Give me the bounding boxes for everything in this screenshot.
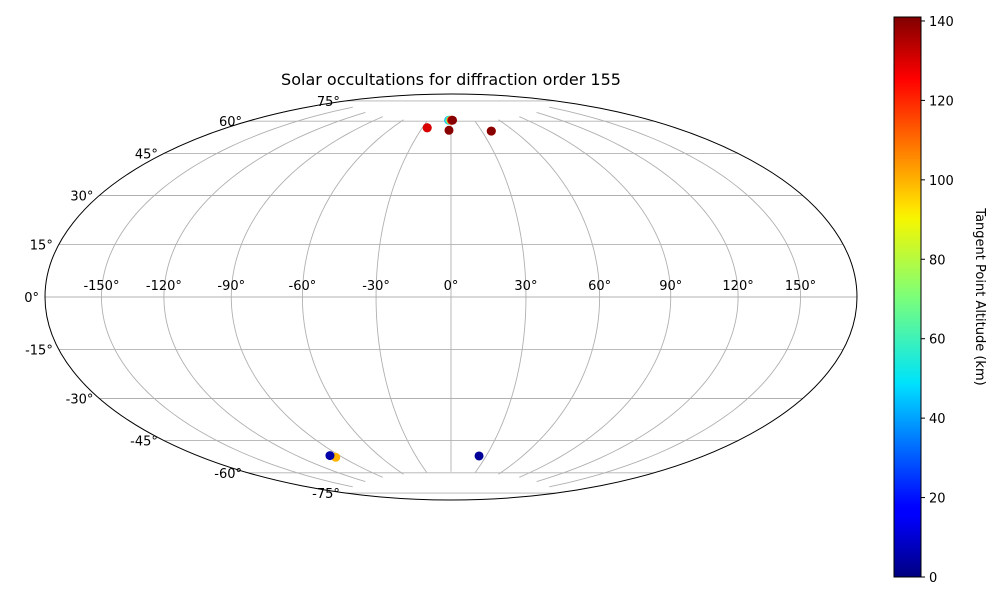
colorbar-label: Tangent Point Altitude (km) [972, 207, 987, 385]
longitude-gridline [101, 106, 353, 488]
colorbar-tick-label: 100 [929, 174, 954, 189]
latitude-tick-label: 60° [219, 115, 242, 130]
longitude-gridline [519, 116, 672, 478]
colorbar-gradient [893, 16, 922, 578]
colorbar-tick-label: 120 [929, 94, 954, 109]
longitude-tick-label: 0° [444, 279, 459, 294]
longitude-tick-label: -60° [289, 279, 317, 294]
longitude-tick-label: -150° [83, 279, 119, 294]
occultation-point [325, 451, 335, 461]
longitude-gridline [536, 112, 739, 482]
occultation-point [474, 451, 484, 461]
colorbar-tick-label: 0 [929, 571, 937, 586]
longitude-tick-labels: -150° -120° -90° -60° -30° 0° 30° 60° 90° 120° 150… [83, 279, 816, 294]
latitude-tick-label: -15° [25, 344, 53, 359]
longitude-gridline [549, 106, 801, 488]
latitude-tick-label: 45° [135, 147, 158, 162]
latitude-tick-label: -75° [312, 487, 340, 502]
longitude-gridline [474, 121, 527, 473]
map-border [44, 93, 858, 501]
colorbar-tick-label: 140 [929, 15, 954, 30]
latitude-tick-label: 30° [70, 190, 93, 205]
chart-title: Solar occultations for diffraction order… [281, 70, 621, 89]
latitude-tick-label: 0° [24, 291, 39, 306]
latitude-tick-label: -45° [130, 435, 158, 450]
colorbar-tick-label: 20 [929, 492, 946, 507]
longitude-tick-label: 150° [785, 279, 816, 294]
latitude-tick-label: 75° [317, 95, 340, 110]
occultation-point [486, 126, 496, 136]
longitude-tick-label: -120° [146, 279, 182, 294]
longitude-tick-label: -30° [362, 279, 390, 294]
colorbar-tick-label: 60 [929, 333, 946, 348]
occultation-point [448, 115, 458, 125]
longitude-gridline [230, 116, 383, 478]
longitude-gridline [163, 112, 366, 482]
longitude-tick-label: 30° [514, 279, 537, 294]
occultation-point [422, 123, 432, 133]
latitude-tick-label: -60° [214, 467, 242, 482]
colorbar-tick-label: 80 [929, 253, 946, 268]
occultation-point [444, 125, 454, 135]
longitude-gridline [498, 119, 601, 475]
longitude-tick-label: -90° [217, 279, 245, 294]
longitude-tick-label: 60° [588, 279, 611, 294]
longitude-tick-label: 120° [722, 279, 753, 294]
latitude-tick-label: 15° [30, 238, 53, 253]
latitude-tick-label: -30° [66, 393, 94, 408]
longitude-gridline [375, 121, 428, 473]
longitude-gridline [301, 119, 404, 475]
longitude-tick-label: 90° [659, 279, 682, 294]
colorbar-ticks: 0 20 40 60 80 100 120 140 [921, 15, 954, 586]
map-grid [45, 100, 857, 494]
colorbar-tick-label: 40 [929, 412, 946, 427]
occultation-points [325, 115, 496, 462]
colorbar: 0 20 40 60 80 100 120 140 Tangent Point Altitud… [893, 15, 987, 586]
latitude-tick-labels: -75° -60° -45° -30° -15° 0° 15° 30° 45° 60° 75° [24, 95, 340, 502]
